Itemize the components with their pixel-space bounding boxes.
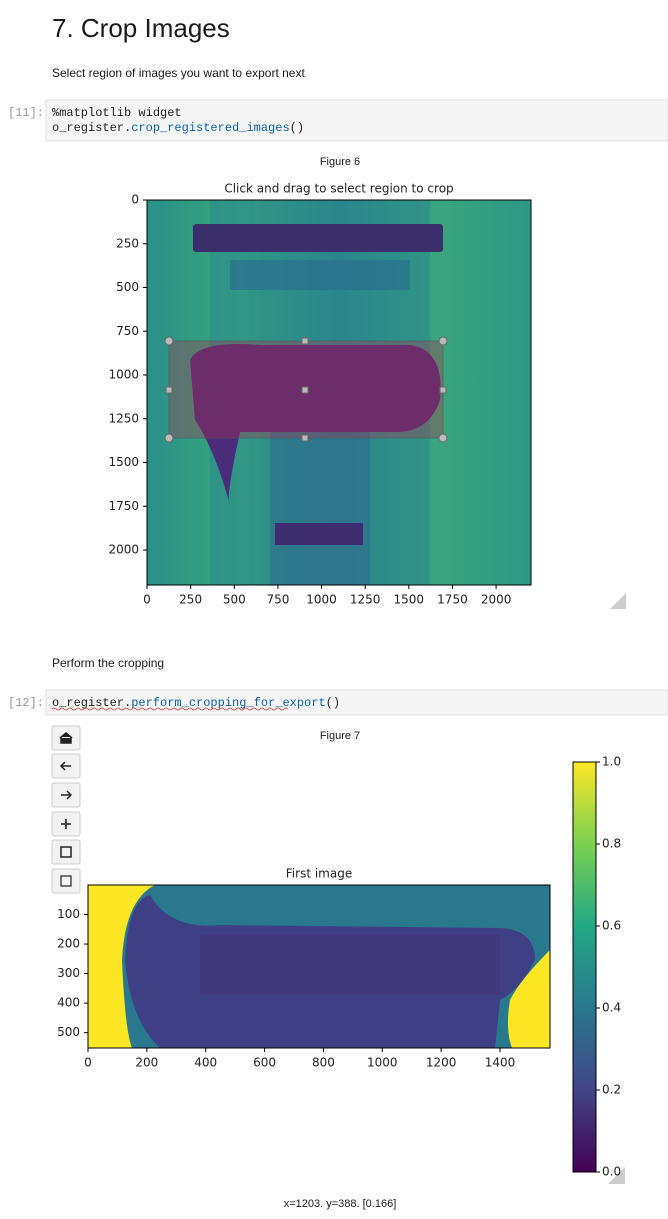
zoom-button[interactable] (51, 839, 81, 865)
y-tick-label: 1250 (108, 411, 139, 425)
save-button[interactable] (51, 868, 81, 894)
code-token: () (290, 121, 304, 135)
y-tick-label: 300 (57, 966, 80, 980)
resize-handle[interactable] (610, 593, 626, 609)
x-tick-label: 750 (266, 593, 289, 607)
x-tick-label: 400 (194, 1056, 217, 1070)
y-tick-label: 400 (57, 996, 80, 1010)
x-tick-label: 1250 (350, 593, 381, 607)
y-tick-label: 0 (131, 193, 139, 207)
figure-label: Figure 6 (320, 156, 360, 168)
y-tick-label: 250 (116, 236, 139, 250)
x-tick-label: 800 (312, 1056, 335, 1070)
x-tick-label: 1200 (426, 1056, 457, 1070)
colorbar-tick-label: 0.6 (602, 919, 621, 933)
x-tick-label: 1000 (367, 1056, 398, 1070)
colorbar-tick-label: 0.0 (602, 1165, 621, 1179)
code-cell[interactable] (45, 689, 668, 716)
code-token: crop_registered_images (131, 121, 289, 135)
colorbar-tick-label: 1.0 (602, 755, 621, 769)
axes-frame (146, 199, 532, 586)
y-tick-label: 2000 (108, 543, 139, 557)
y-tick-label: 500 (116, 280, 139, 294)
colorbar-tick-label: 0.4 (602, 1001, 621, 1015)
code-token: () (326, 696, 340, 710)
image (88, 885, 550, 1048)
y-tick-label: 750 (116, 324, 139, 338)
y-tick-label: 200 (57, 937, 80, 951)
y-tick-label: 1000 (108, 368, 139, 382)
x-tick-label: 0 (84, 1056, 92, 1070)
axes-frame (87, 884, 551, 1049)
colorbar-tick-label: 0.8 (602, 837, 621, 851)
y-tick-label: 1750 (108, 499, 139, 513)
prompt: [12]: (8, 696, 44, 710)
code: o_register.perform_cropping_for_export() (52, 696, 340, 710)
status: x=1203. y=388. [0.166] (284, 1198, 397, 1210)
y-tick-label: 1500 (108, 455, 139, 469)
code-token: perform_cropping_for_export (131, 696, 325, 710)
x-tick-label: 0 (143, 593, 151, 607)
x-tick-label: 1500 (394, 593, 425, 607)
resize-handle[interactable] (608, 1167, 625, 1184)
x-tick-label: 1400 (485, 1056, 516, 1070)
markdown: Select region of images you want to expo… (52, 66, 305, 80)
x-tick-label: 500 (223, 593, 246, 607)
x-tick-label: 600 (253, 1056, 276, 1070)
code-token: %matplotlib widget (52, 106, 182, 120)
code-token: o_register. (52, 121, 131, 135)
figure-label: Figure 7 (320, 730, 360, 742)
code: %matplotlib widget o_register.crop_regist… (52, 106, 304, 135)
y-tick-label: 100 (57, 907, 80, 921)
code-token: o_register. (52, 696, 131, 710)
y-tick-label: 500 (57, 1025, 80, 1039)
x-tick-label: 1000 (306, 593, 337, 607)
colorbar (572, 761, 597, 1173)
toolbar-icons (59, 732, 73, 887)
image (147, 200, 531, 585)
code-cell[interactable] (45, 99, 668, 142)
toolbar (51, 725, 81, 894)
colorbar-tick-label: 0.2 (602, 1083, 621, 1097)
heading: 7. Crop Images (52, 13, 230, 43)
axes-title: Click and drag to select region to crop (224, 182, 453, 196)
x-tick-label: 250 (179, 593, 202, 607)
markdown: Perform the cropping (52, 656, 164, 670)
x-tick-label: 200 (135, 1056, 158, 1070)
x-tick-label: 2000 (481, 593, 512, 607)
x-tick-label: 1750 (437, 593, 468, 607)
axes-title: First image (286, 867, 352, 881)
prompt: [11]: (8, 106, 44, 120)
spell-underline (51, 707, 289, 711)
